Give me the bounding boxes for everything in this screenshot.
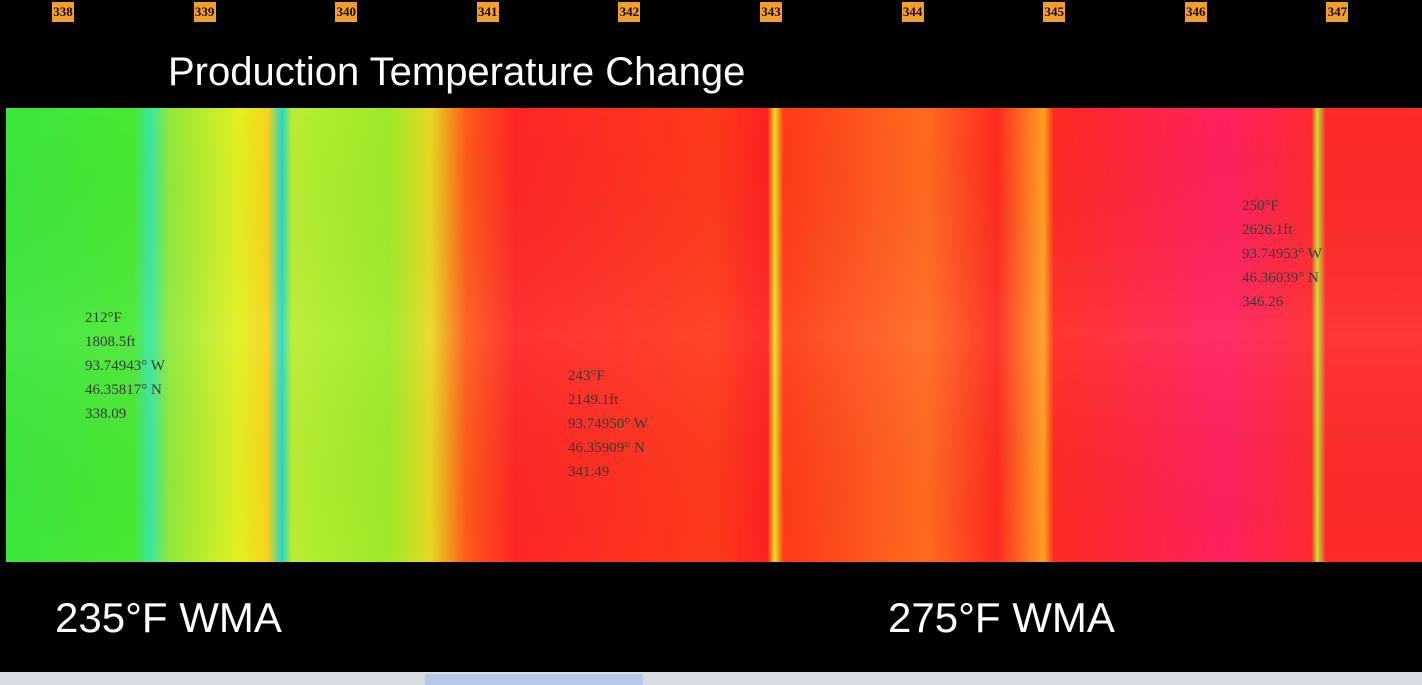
annotation-line: 2626.1ft: [1242, 218, 1292, 242]
scrollbar[interactable]: [0, 672, 1422, 685]
station-marker: 338: [52, 2, 74, 22]
annotation-line: 93.74950° W: [568, 412, 648, 436]
station-marker: 340: [335, 2, 357, 22]
station-marker: 339: [194, 2, 216, 22]
annotation-line: 46.35817° N: [85, 378, 162, 402]
heat-shade: [6, 108, 1422, 562]
section-label: 275°F WMA: [888, 594, 1115, 642]
annotation-line: 46.36039° N: [1242, 266, 1319, 290]
scroll-thumb[interactable]: [425, 674, 643, 685]
annotation-line: 93.74943° W: [85, 354, 165, 378]
thermal-view: [0, 0, 1422, 685]
station-marker: 345: [1043, 2, 1065, 22]
screen: Production Temperature Change 235°F WMA …: [0, 0, 1422, 685]
station-marker: 347: [1326, 2, 1348, 22]
section-label: 235°F WMA: [55, 594, 282, 642]
station-marker: 342: [618, 2, 640, 22]
annotation-line: 212°F: [85, 306, 122, 330]
station-marker: 344: [902, 2, 924, 22]
annotation-line: 341.49: [568, 460, 609, 484]
station-marker: 346: [1185, 2, 1207, 22]
station-marker: 341: [477, 2, 499, 22]
title: Production Temperature Change: [168, 50, 745, 95]
annotation-line: 250°F: [1242, 194, 1279, 218]
annotation-line: 338.09: [85, 402, 126, 426]
annotation-line: 93.74953° W: [1242, 242, 1322, 266]
annotation-line: 46.35909° N: [568, 436, 645, 460]
annotation-line: 1808.5ft: [85, 330, 135, 354]
annotation-line: 2149.1ft: [568, 388, 618, 412]
annotation-line: 346.26: [1242, 290, 1283, 314]
station-marker: 343: [760, 2, 782, 22]
annotation-line: 243°F: [568, 364, 605, 388]
